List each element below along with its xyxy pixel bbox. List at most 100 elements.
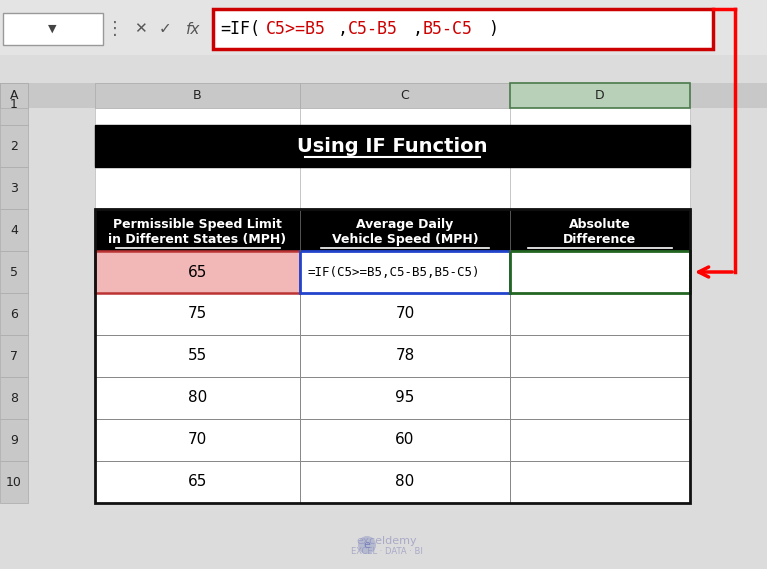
Bar [510,167,690,209]
Bar [300,293,510,335]
Bar [300,377,510,419]
Bar [95,461,300,503]
Bar [95,125,300,167]
Text: 70: 70 [395,307,415,321]
Text: 5: 5 [10,266,18,278]
Text: ,: , [338,20,348,38]
Text: A: A [10,89,18,102]
Bar [300,83,510,125]
Bar [213,9,713,49]
Text: 70: 70 [188,432,207,447]
Text: Permissible Speed Limit: Permissible Speed Limit [113,218,282,232]
Bar [0,83,28,108]
Text: Difference: Difference [564,233,637,246]
Bar [95,377,300,419]
Bar [95,419,300,461]
Text: ✕: ✕ [133,22,146,36]
Bar [300,461,510,503]
Text: 80: 80 [395,475,415,489]
Bar [510,461,690,503]
Text: exceldemy: exceldemy [357,536,417,546]
Bar [510,377,690,419]
Bar [95,293,300,335]
Bar [0,377,28,419]
Bar [0,293,28,335]
Bar [300,419,510,461]
Bar [0,461,28,503]
Bar [3,13,103,45]
Text: ✓: ✓ [159,22,171,36]
Text: ▼: ▼ [48,24,56,34]
Text: C: C [400,89,410,102]
Bar [510,83,690,125]
Bar [0,209,28,251]
Bar [510,335,690,377]
Text: 9: 9 [10,434,18,447]
Bar [95,251,300,293]
Text: ,: , [413,20,423,38]
Bar [95,209,690,251]
Text: 65: 65 [188,475,207,489]
Bar [0,251,28,293]
Bar [0,335,28,377]
Bar [95,167,300,209]
Text: in Different States (MPH): in Different States (MPH) [108,233,287,246]
Bar [95,335,300,377]
Text: 7: 7 [10,349,18,362]
Bar [300,167,510,209]
Text: 65: 65 [188,265,207,279]
Bar [0,0,767,55]
Bar [300,377,510,419]
Text: 95: 95 [395,390,415,406]
Bar [510,125,690,167]
Bar [95,209,300,251]
Bar [95,461,300,503]
Text: 75: 75 [188,307,207,321]
Text: 60: 60 [395,432,415,447]
Bar [95,83,300,108]
Bar [0,167,28,209]
Text: 78: 78 [395,348,415,364]
Bar [510,83,690,108]
Bar [510,293,690,335]
Bar [300,419,510,461]
Bar [95,293,300,335]
Text: B5-C5: B5-C5 [423,20,473,38]
Text: 8: 8 [10,391,18,405]
Text: 55: 55 [188,348,207,364]
Bar [300,293,510,335]
Text: =IF(: =IF( [220,20,260,38]
Bar [95,335,300,377]
Bar [510,251,690,293]
Bar [300,251,510,293]
Bar [0,83,28,125]
Text: C5>=B5: C5>=B5 [266,20,326,38]
Bar [0,125,28,167]
Text: 2: 2 [10,139,18,152]
Bar [510,419,690,461]
Bar [0,83,767,108]
Bar [95,125,690,167]
Bar [300,125,510,167]
Bar [95,209,690,503]
Bar [510,293,690,335]
Bar [510,461,690,503]
Bar [300,335,510,377]
Text: 10: 10 [6,476,22,489]
Bar [300,251,510,293]
Bar [510,335,690,377]
Polygon shape [0,83,28,108]
Text: 3: 3 [10,182,18,195]
Bar [510,419,690,461]
Text: e: e [364,540,370,550]
Bar [95,251,300,293]
Text: D: D [595,89,605,102]
Bar [95,377,300,419]
Text: EXCEL · DATA · BI: EXCEL · DATA · BI [351,546,423,555]
Bar [510,209,690,251]
Text: Absolute: Absolute [569,218,631,232]
Bar [95,83,300,125]
Bar [300,335,510,377]
Text: Average Daily: Average Daily [357,218,453,232]
Circle shape [358,536,376,554]
